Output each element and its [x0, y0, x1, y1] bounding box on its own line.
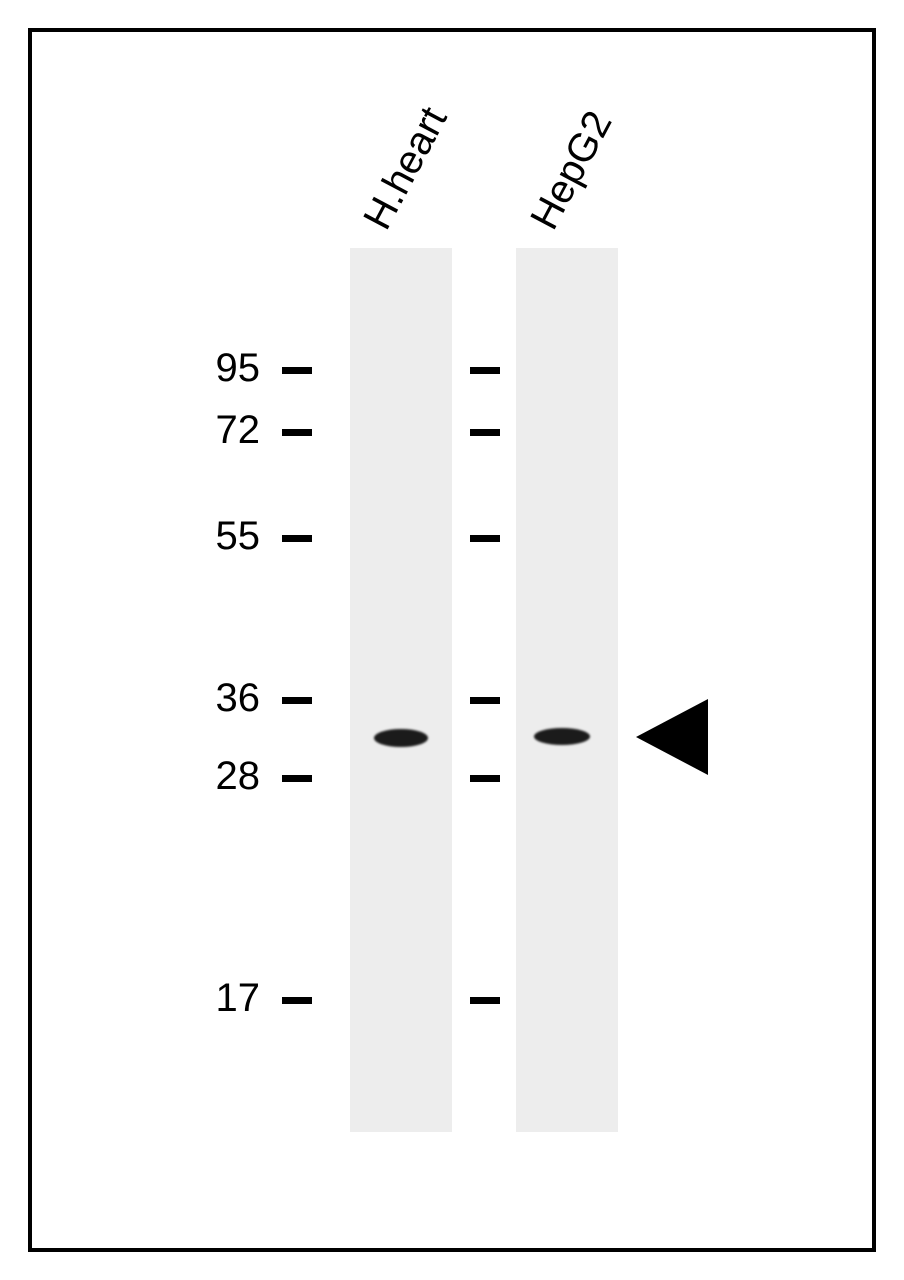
mw-marker-label: 28: [170, 754, 260, 799]
mw-marker-tick: [470, 367, 500, 374]
blot-lane: [350, 248, 452, 1132]
mw-marker-label: 55: [170, 514, 260, 559]
mw-marker-tick: [470, 775, 500, 782]
mw-marker-tick: [282, 367, 312, 374]
mw-marker-tick: [470, 429, 500, 436]
mw-marker-tick: [282, 535, 312, 542]
protein-band: [368, 723, 434, 753]
target-band-arrow-icon: [636, 699, 708, 775]
blot-lane: [516, 248, 618, 1132]
mw-marker-tick: [282, 775, 312, 782]
mw-marker-tick: [470, 997, 500, 1004]
mw-marker-tick: [470, 535, 500, 542]
mw-marker-label: 95: [170, 346, 260, 391]
protein-band: [528, 722, 596, 751]
mw-marker-tick: [282, 429, 312, 436]
image-frame: [28, 28, 876, 1252]
mw-marker-tick: [282, 997, 312, 1004]
mw-marker-label: 17: [170, 976, 260, 1021]
mw-marker-label: 36: [170, 676, 260, 721]
mw-marker-tick: [282, 697, 312, 704]
mw-marker-label: 72: [170, 408, 260, 453]
mw-marker-tick: [470, 697, 500, 704]
